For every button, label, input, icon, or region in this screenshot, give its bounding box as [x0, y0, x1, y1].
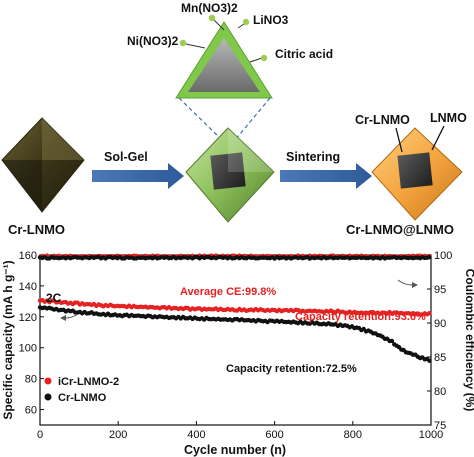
- guide-arrow-left: [65, 313, 79, 319]
- y2-tick-label: 85: [434, 352, 446, 364]
- y2-tick-label: 95: [434, 284, 446, 296]
- series-1-group: [37, 305, 432, 363]
- x-tick-label: 400: [187, 429, 205, 441]
- shell-label: LNMO: [430, 111, 467, 125]
- annotation-retention-black: Capacity retention:72.5%: [226, 363, 357, 375]
- particle-coated: [185, 127, 275, 223]
- chart: 0 200 400 600 800 1000 60 80 100 120 140 160 75 80 85 9…: [1, 250, 474, 457]
- legend-marker-black: [44, 393, 52, 401]
- series-3-group: [37, 254, 432, 261]
- series-0-group: [37, 297, 432, 317]
- particle-product: [371, 125, 463, 221]
- sintering-label: Sintering: [286, 150, 340, 164]
- y2-tick-label: 80: [434, 386, 446, 398]
- y2-tick-label: 100: [434, 250, 452, 262]
- start-label: Cr-LNMO: [8, 222, 65, 237]
- y2-axis-title: Coulombic efficiency (%): [463, 269, 474, 412]
- precursor-citric-label: Citric acid: [275, 47, 333, 61]
- precursor-dot-citric: [260, 54, 268, 62]
- solgel-arrow: [92, 163, 184, 189]
- solgel-label: Sol-Gel: [104, 150, 148, 164]
- series-0-point: [427, 311, 432, 316]
- legend-marker-red: [44, 377, 52, 385]
- rate-label: 2C: [46, 291, 62, 305]
- y-axis-title: Specific capacity (mA h g⁻¹): [1, 260, 15, 419]
- x-tick-label: 0: [37, 429, 43, 441]
- x-tick-label: 1000: [419, 429, 443, 441]
- schematic: Mn(NO3)2 LiNO3 Ni(NO3)2 Citric acid Cr-L…: [1, 1, 467, 237]
- plot-frame: [39, 254, 432, 426]
- y-tick-label: 80: [25, 374, 37, 386]
- y2-tick-label: 75: [434, 420, 446, 432]
- legend: iCr-LNMO-2 Cr-LNMO: [44, 376, 119, 404]
- series-3-point: [427, 255, 432, 260]
- series-1-point: [427, 358, 432, 363]
- x-tick-label: 200: [109, 429, 127, 441]
- y-tick-label: 60: [25, 405, 37, 417]
- series-1-point: [389, 338, 395, 344]
- annotation-retention-red: Capacity retention:93.6%: [295, 311, 426, 323]
- shell-zoom-triangle: [175, 14, 273, 141]
- x-tick-label: 800: [344, 429, 362, 441]
- precursor-dot-li: [242, 18, 250, 26]
- y-tick-label: 120: [19, 312, 37, 324]
- legend-label-black: Cr-LNMO: [58, 392, 107, 404]
- particle-cr-lnmo: [1, 117, 85, 213]
- guide-arrowhead-left: [60, 315, 66, 321]
- y2-tick-label: 90: [434, 318, 446, 330]
- precursor-ni-label: Ni(NO3)2: [127, 34, 179, 48]
- legend-label-red: iCr-LNMO-2: [58, 376, 119, 388]
- tick-layer: 0 200 400 600 800 1000 60 80 100 120 140 160 75 80 85 9…: [19, 250, 453, 441]
- precursor-mn-label: Mn(NO3)2: [181, 1, 238, 15]
- y-tick-label: 160: [19, 250, 37, 262]
- x-axis-title: Cycle number (n): [184, 443, 286, 457]
- guide-arrow-right: [397, 279, 413, 286]
- y-tick-label: 100: [19, 343, 37, 355]
- core-label: Cr-LNMO: [355, 113, 410, 127]
- marks-layer: [37, 253, 432, 363]
- x-tick-label: 600: [265, 429, 283, 441]
- precursor-dot-ni: [179, 39, 187, 47]
- precursor-li-label: LiNO3: [253, 13, 289, 27]
- precursor-dot-mn: [208, 14, 216, 22]
- annotation-ce: Average CE:99.8%: [180, 286, 276, 298]
- y-tick-label: 140: [19, 281, 37, 293]
- product-label: Cr-LNMO@LNMO: [346, 222, 454, 237]
- guide-arrowhead-right: [412, 282, 418, 288]
- sintering-arrow: [280, 163, 372, 189]
